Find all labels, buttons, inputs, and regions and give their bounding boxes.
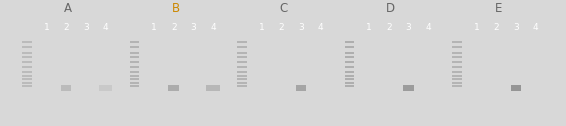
- Bar: [345, 85, 354, 87]
- Bar: [22, 52, 32, 54]
- Text: 2: 2: [63, 23, 69, 32]
- Bar: [237, 41, 247, 43]
- Bar: [22, 71, 32, 73]
- Bar: [345, 71, 354, 73]
- Text: 1: 1: [151, 23, 157, 32]
- Bar: [403, 85, 414, 91]
- Bar: [237, 71, 247, 73]
- Bar: [345, 52, 354, 54]
- Bar: [237, 61, 247, 63]
- Bar: [452, 75, 462, 77]
- Bar: [99, 85, 112, 91]
- Bar: [237, 52, 247, 54]
- Text: 1: 1: [259, 23, 264, 32]
- Bar: [237, 56, 247, 58]
- Bar: [237, 46, 247, 48]
- Text: 4: 4: [318, 23, 324, 32]
- Bar: [61, 85, 71, 91]
- Bar: [169, 85, 179, 91]
- Bar: [345, 61, 354, 63]
- Text: 4: 4: [103, 23, 109, 32]
- Text: 1: 1: [366, 23, 372, 32]
- Bar: [130, 61, 139, 63]
- Bar: [22, 75, 32, 77]
- Text: 3: 3: [83, 23, 89, 32]
- Text: 2: 2: [386, 23, 392, 32]
- Bar: [345, 82, 354, 84]
- Bar: [452, 46, 462, 48]
- Bar: [22, 41, 32, 43]
- Text: B: B: [171, 2, 179, 15]
- Bar: [511, 85, 521, 91]
- Bar: [345, 66, 354, 68]
- Bar: [22, 78, 32, 81]
- Bar: [345, 78, 354, 81]
- Bar: [452, 61, 462, 63]
- Bar: [345, 75, 354, 77]
- Bar: [237, 82, 247, 84]
- Bar: [130, 52, 139, 54]
- Bar: [452, 41, 462, 43]
- Text: 3: 3: [191, 23, 196, 32]
- Bar: [130, 75, 139, 77]
- Text: D: D: [386, 2, 395, 15]
- Bar: [130, 71, 139, 73]
- Bar: [452, 82, 462, 84]
- Bar: [207, 85, 220, 91]
- Bar: [237, 85, 247, 87]
- Bar: [130, 66, 139, 68]
- Bar: [130, 82, 139, 84]
- Bar: [130, 78, 139, 81]
- Text: E: E: [494, 2, 502, 15]
- Bar: [22, 85, 32, 87]
- Bar: [452, 71, 462, 73]
- Text: 2: 2: [278, 23, 284, 32]
- Text: 4: 4: [533, 23, 539, 32]
- Bar: [130, 46, 139, 48]
- Text: 2: 2: [171, 23, 177, 32]
- Text: 3: 3: [513, 23, 519, 32]
- Bar: [345, 41, 354, 43]
- Bar: [295, 85, 306, 91]
- Bar: [22, 46, 32, 48]
- Bar: [452, 56, 462, 58]
- Bar: [22, 56, 32, 58]
- Text: 4: 4: [426, 23, 431, 32]
- Bar: [130, 41, 139, 43]
- Bar: [452, 78, 462, 81]
- Bar: [237, 75, 247, 77]
- Bar: [237, 66, 247, 68]
- Text: 2: 2: [494, 23, 499, 32]
- Bar: [345, 46, 354, 48]
- Text: 1: 1: [44, 23, 49, 32]
- Bar: [130, 85, 139, 87]
- Text: 3: 3: [298, 23, 304, 32]
- Bar: [452, 66, 462, 68]
- Text: 3: 3: [406, 23, 411, 32]
- Bar: [22, 82, 32, 84]
- Bar: [345, 56, 354, 58]
- Text: C: C: [279, 2, 287, 15]
- Bar: [22, 61, 32, 63]
- Text: A: A: [64, 2, 72, 15]
- Bar: [130, 56, 139, 58]
- Text: 1: 1: [474, 23, 479, 32]
- Bar: [452, 52, 462, 54]
- Bar: [22, 66, 32, 68]
- Bar: [452, 85, 462, 87]
- Bar: [237, 78, 247, 81]
- Text: 4: 4: [211, 23, 216, 32]
